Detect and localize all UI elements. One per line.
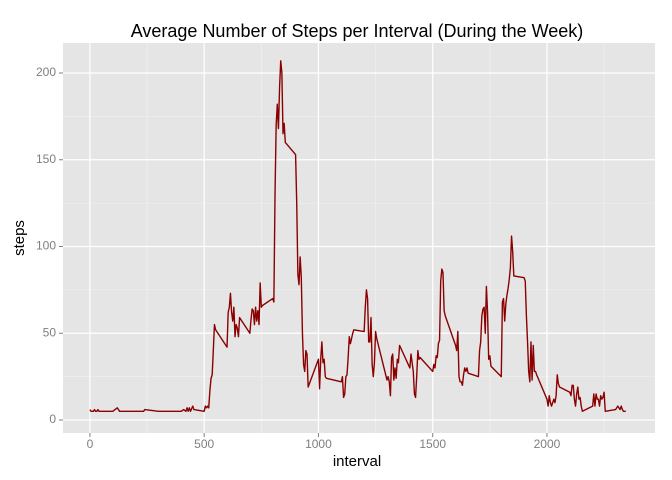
y-tick-label: 100 <box>36 239 56 253</box>
y-axis-title: steps <box>11 220 28 256</box>
chart-title: Average Number of Steps per Interval (Du… <box>131 21 584 41</box>
y-tick-label: 0 <box>49 412 56 426</box>
plot-panel <box>63 43 655 433</box>
x-tick-label: 1000 <box>305 437 332 451</box>
data-line <box>89 60 626 413</box>
x-tick-label: 500 <box>194 437 214 451</box>
x-axis-title: interval <box>333 453 381 470</box>
x-tick-label: 0 <box>87 437 94 451</box>
y-tick-label: 50 <box>43 325 57 339</box>
y-tick-label: 150 <box>36 152 56 166</box>
x-tick-label: 1500 <box>419 437 446 451</box>
y-tick-label: 200 <box>36 65 56 79</box>
x-tick-label: 2000 <box>534 437 561 451</box>
